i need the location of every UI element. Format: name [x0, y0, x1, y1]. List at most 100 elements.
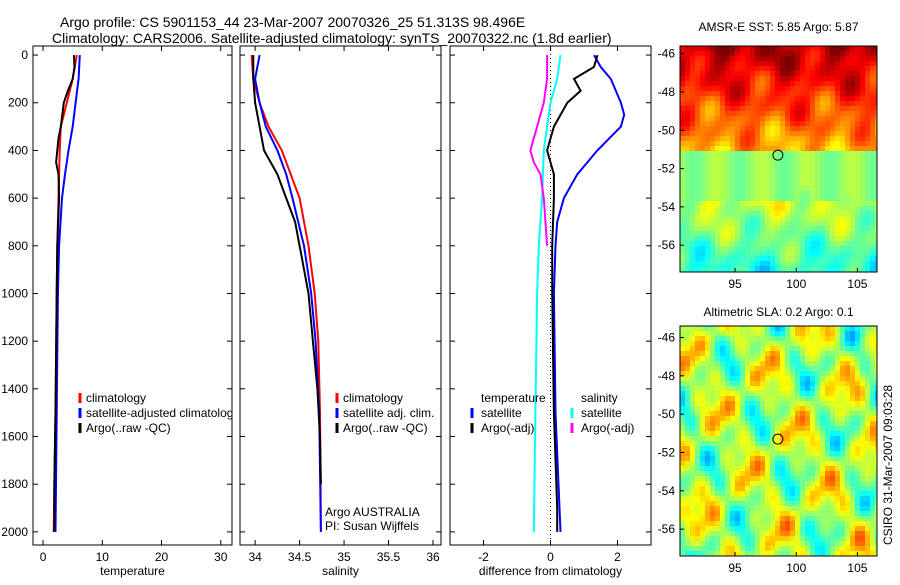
heatmap-cell	[775, 156, 780, 161]
heatmap-cell	[865, 96, 870, 101]
heatmap-cell	[750, 206, 755, 211]
heatmap-cell	[730, 391, 735, 396]
heatmap-cell	[805, 371, 810, 376]
heatmap-cell	[805, 421, 810, 426]
heatmap-cell	[870, 541, 875, 546]
x-axis-label: salinity	[322, 564, 359, 578]
heatmap-cell	[800, 371, 805, 376]
heatmap-cell	[715, 411, 720, 416]
heatmap-cell	[735, 541, 740, 546]
heatmap-cell	[865, 416, 870, 421]
heatmap-cell	[815, 521, 820, 526]
heatmap-cell	[700, 96, 705, 101]
heatmap-cell	[705, 451, 710, 456]
heatmap-cell	[715, 261, 720, 266]
heatmap-cell	[790, 326, 795, 331]
heatmap-cell	[800, 486, 805, 491]
heatmap-cell	[795, 116, 800, 121]
heatmap-cell	[720, 481, 725, 486]
heatmap-cell	[735, 496, 740, 501]
heatmap-cell	[845, 491, 850, 496]
heatmap-cell	[810, 406, 815, 411]
heatmap-cell	[760, 76, 765, 81]
heatmap-cell	[685, 181, 690, 186]
heatmap-cell	[850, 86, 855, 91]
heatmap-cell	[710, 371, 715, 376]
heatmap-cell	[745, 146, 750, 151]
heatmap-cell	[700, 531, 705, 536]
heatmap-cell	[710, 141, 715, 146]
credit-text: CSIRO 31-Mar-2007 09:03:28	[881, 385, 895, 545]
heatmap-cell	[845, 501, 850, 506]
heatmap-cell	[830, 76, 835, 81]
heatmap-cell	[735, 51, 740, 56]
heatmap-cell	[795, 181, 800, 186]
heatmap-cell	[695, 91, 700, 96]
heatmap-cell	[860, 396, 865, 401]
heatmap-cell	[870, 376, 875, 381]
heatmap-cell	[745, 381, 750, 386]
heatmap-cell	[820, 141, 825, 146]
heatmap-cell	[695, 156, 700, 161]
heatmap-cell	[710, 201, 715, 206]
heatmap-cell	[730, 461, 735, 466]
heatmap-cell	[710, 166, 715, 171]
heatmap-cell	[695, 351, 700, 356]
heatmap-cell	[740, 371, 745, 376]
heatmap-cell	[720, 261, 725, 266]
heatmap-cell	[805, 66, 810, 71]
heatmap-cell	[845, 246, 850, 251]
heatmap-cell	[815, 351, 820, 356]
heatmap-cell	[745, 331, 750, 336]
heatmap-cell	[820, 476, 825, 481]
heatmap-cell	[730, 531, 735, 536]
heatmap-cell	[725, 51, 730, 56]
heatmap-cell	[770, 211, 775, 216]
heatmap-cell	[760, 466, 765, 471]
y-tick-label: -52	[658, 162, 676, 176]
heatmap-cell	[690, 551, 695, 556]
heatmap-cell	[770, 101, 775, 106]
heatmap-cell	[755, 236, 760, 241]
heatmap-cell	[685, 61, 690, 66]
heatmap-cell	[770, 81, 775, 86]
heatmap-cell	[810, 521, 815, 526]
heatmap-cell	[690, 386, 695, 391]
heatmap-cell	[710, 521, 715, 526]
heatmap-cell	[735, 481, 740, 486]
heatmap-cell	[715, 431, 720, 436]
heatmap-cell	[855, 511, 860, 516]
heatmap-cell	[750, 56, 755, 61]
heatmap-cell	[765, 496, 770, 501]
heatmap-cell	[830, 326, 835, 331]
heatmap-cell	[855, 61, 860, 66]
heatmap-cell	[740, 506, 745, 511]
heatmap-cell	[780, 101, 785, 106]
heatmap-cell	[840, 476, 845, 481]
heatmap-cell	[755, 346, 760, 351]
heatmap-cell	[810, 551, 815, 556]
heatmap-cell	[810, 356, 815, 361]
heatmap-cell	[845, 266, 850, 271]
heatmap-cell	[775, 106, 780, 111]
heatmap-cell	[720, 471, 725, 476]
heatmap-cell	[795, 166, 800, 171]
heatmap-cell	[780, 466, 785, 471]
heatmap-cell	[855, 326, 860, 331]
heatmap-cell	[745, 441, 750, 446]
heatmap-cell	[765, 516, 770, 521]
heatmap-cell	[720, 226, 725, 231]
heatmap-cell	[755, 86, 760, 91]
heatmap-cell	[815, 451, 820, 456]
heatmap-cell	[755, 426, 760, 431]
heatmap-cell	[785, 251, 790, 256]
heatmap-cell	[830, 501, 835, 506]
heatmap-cell	[825, 511, 830, 516]
heatmap-cell	[815, 261, 820, 266]
heatmap-cell	[870, 191, 875, 196]
heatmap-cell	[800, 411, 805, 416]
heatmap-cell	[770, 326, 775, 331]
heatmap-cell	[725, 551, 730, 556]
heatmap-cell	[695, 491, 700, 496]
heatmap-cell	[865, 421, 870, 426]
